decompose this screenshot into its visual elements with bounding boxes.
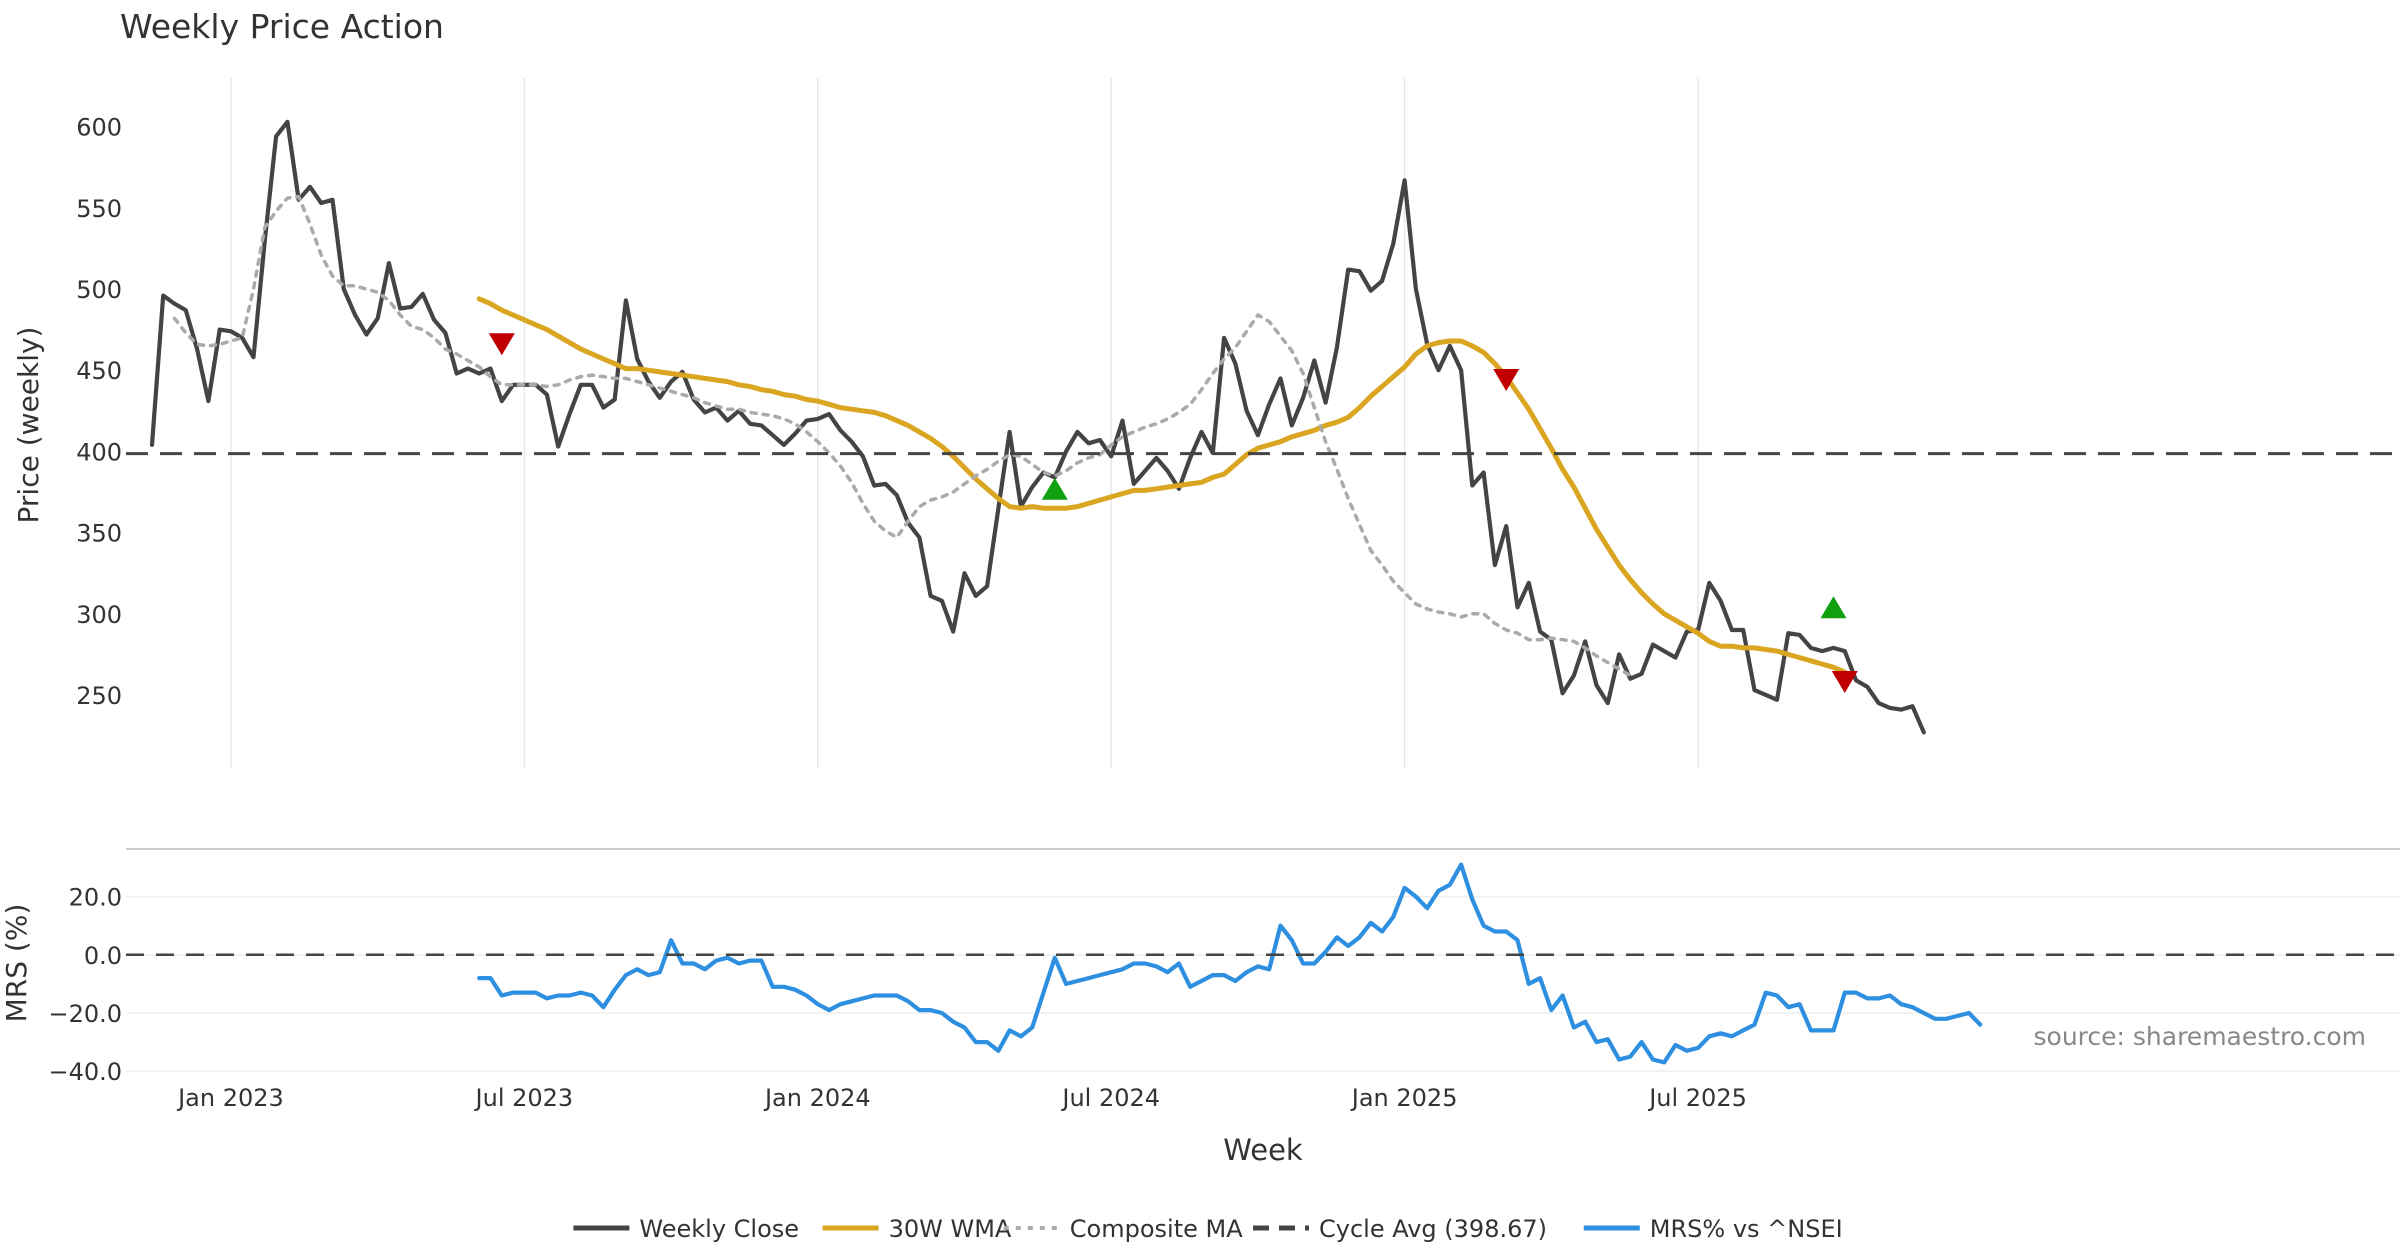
chart-title: Weekly Price Action: [120, 7, 444, 46]
x-tick-0: Jan 2023: [176, 1084, 284, 1112]
mrs-y-tick-2: 0.0: [84, 942, 122, 970]
mrs-y-tick-1: −20.0: [48, 1000, 122, 1028]
price-y-tick-400: 400: [76, 438, 122, 466]
legend-label-3: Cycle Avg (398.67): [1319, 1215, 1547, 1243]
buy-signal-marker-3: [1820, 596, 1847, 619]
mrs-y-tick-0: −40.0: [48, 1058, 122, 1086]
price-y-axis-label: Price (weekly): [12, 327, 45, 524]
legend-label-0: Weekly Close: [639, 1215, 799, 1243]
price-series-30w-wma: [476, 296, 1848, 675]
x-tick-5: Jul 2025: [1647, 1084, 1747, 1112]
legend: Weekly Close 30W WMA Composite MA Cycle Avg…: [573, 1215, 1843, 1243]
mrs-y-axis-label: MRS (%): [0, 904, 33, 1023]
x-tick-4: Jan 2025: [1350, 1084, 1458, 1112]
price-y-tick-500: 500: [76, 276, 122, 304]
price-y-tick-550: 550: [76, 195, 122, 223]
legend-label-1: 30W WMA: [889, 1215, 1012, 1243]
mrs-y-tick-3: 20.0: [69, 884, 122, 912]
sell-signal-marker-2: [1493, 368, 1520, 391]
legend-label-4: MRS% vs ^NSEI: [1650, 1215, 1843, 1243]
x-axis-label: Week: [1223, 1133, 1303, 1167]
price-panel: 250 300 350 400 450 500 550 600: [76, 78, 2400, 768]
price-y-tick-300: 300: [76, 601, 122, 629]
price-series-composite-ma: [172, 194, 1633, 678]
price-y-tick-350: 350: [76, 520, 122, 548]
price-y-tick-600: 600: [76, 114, 122, 142]
x-tick-2: Jan 2024: [763, 1084, 871, 1112]
mrs-series-mrs-vs-nsei: [477, 862, 1983, 1065]
mrs-panel: −40.0 −20.0 0.0 20.0 Jan 2023 Jul 2023 Jan 202…: [48, 848, 2400, 1112]
x-tick-1: Jul 2023: [474, 1084, 574, 1112]
source-annotation: source: sharemaestro.com: [2034, 1022, 2367, 1051]
price-y-tick-250: 250: [76, 682, 122, 710]
legend-label-2: Composite MA: [1070, 1215, 1243, 1243]
price-y-tick-450: 450: [76, 357, 122, 385]
x-tick-3: Jul 2024: [1060, 1084, 1160, 1112]
sell-signal-marker-0: [488, 333, 515, 356]
buy-signal-marker-1: [1041, 477, 1068, 500]
sell-signal-marker-4: [1831, 670, 1858, 693]
